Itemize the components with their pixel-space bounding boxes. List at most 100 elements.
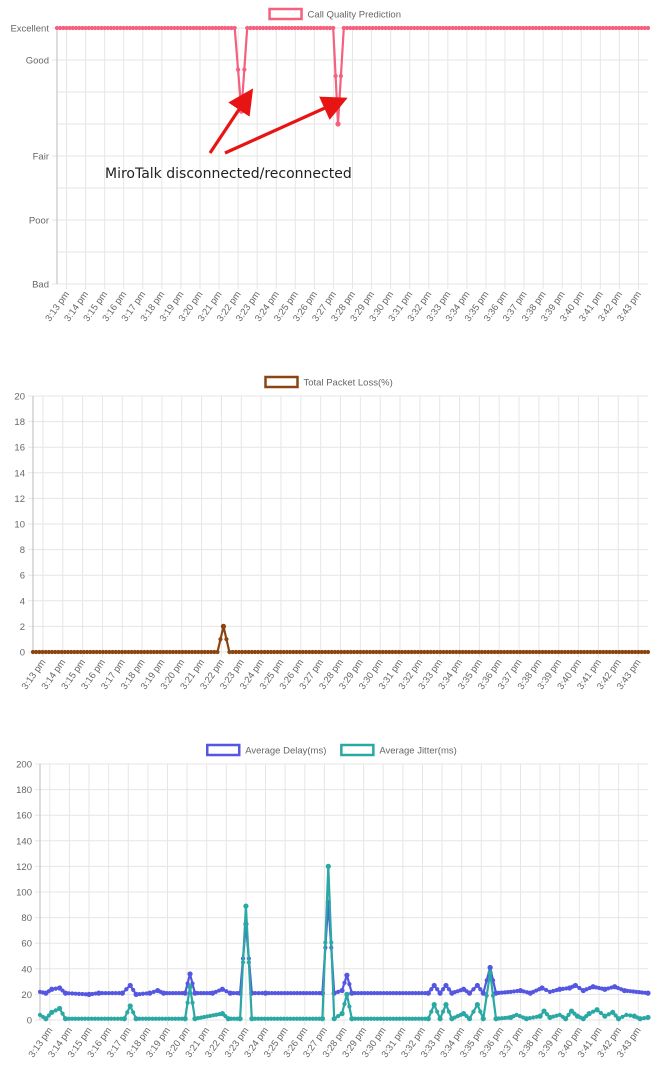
data-point bbox=[236, 649, 242, 655]
data-point-peak bbox=[637, 1016, 643, 1022]
data-point bbox=[300, 649, 305, 655]
data-point bbox=[202, 649, 207, 655]
data-point bbox=[553, 25, 558, 31]
data-point bbox=[272, 1016, 277, 1021]
data-point-peak bbox=[487, 964, 493, 971]
y-tick-label: Excellent bbox=[10, 24, 49, 35]
data-point bbox=[610, 649, 615, 655]
data-point bbox=[397, 1016, 402, 1021]
data-point bbox=[338, 73, 344, 79]
data-point bbox=[418, 25, 423, 31]
data-point bbox=[403, 991, 409, 996]
data-point bbox=[384, 991, 390, 996]
data-point bbox=[107, 649, 112, 655]
data-point bbox=[358, 649, 363, 655]
data-point bbox=[521, 649, 526, 655]
data-point bbox=[441, 649, 446, 655]
data-point bbox=[572, 25, 577, 31]
data-point bbox=[272, 991, 278, 996]
data-point bbox=[329, 940, 334, 945]
data-point bbox=[156, 1016, 162, 1021]
data-point bbox=[402, 25, 407, 31]
data-point bbox=[240, 649, 245, 655]
data-point bbox=[327, 25, 333, 31]
data-point bbox=[103, 991, 108, 996]
data-point bbox=[490, 993, 496, 998]
data-point bbox=[159, 25, 164, 31]
data-point bbox=[408, 25, 414, 31]
data-point bbox=[253, 991, 258, 996]
data-point bbox=[354, 25, 359, 31]
data-point-peak bbox=[461, 986, 467, 992]
data-point bbox=[251, 25, 256, 31]
data-point bbox=[268, 1016, 274, 1021]
data-point bbox=[176, 1016, 181, 1021]
data-point bbox=[562, 25, 567, 31]
data-point bbox=[304, 991, 309, 996]
data-point bbox=[633, 25, 638, 31]
data-point bbox=[367, 649, 373, 655]
data-point bbox=[102, 1016, 107, 1021]
data-point bbox=[313, 1016, 319, 1021]
data-point bbox=[444, 649, 449, 655]
data-point bbox=[440, 25, 446, 31]
data-point bbox=[291, 1016, 296, 1021]
data-point bbox=[169, 1016, 175, 1021]
data-point bbox=[270, 25, 275, 31]
data-point-peak bbox=[443, 1002, 449, 1008]
data-point bbox=[489, 25, 494, 31]
data-point bbox=[183, 649, 188, 655]
data-point bbox=[53, 649, 58, 655]
data-point bbox=[407, 991, 412, 996]
data-point-peak bbox=[615, 1016, 622, 1022]
data-point bbox=[380, 25, 385, 31]
data-point bbox=[153, 25, 158, 31]
data-point bbox=[601, 25, 606, 31]
data-point bbox=[546, 25, 551, 31]
data-point bbox=[356, 991, 361, 996]
data-point bbox=[299, 25, 304, 31]
data-point-peak bbox=[43, 990, 49, 996]
data-point bbox=[540, 649, 545, 655]
data-point-peak bbox=[187, 984, 193, 990]
data-point bbox=[471, 1009, 476, 1014]
data-point bbox=[453, 25, 458, 31]
data-point bbox=[556, 649, 561, 655]
y-tick-label: Fair bbox=[33, 152, 49, 163]
data-point bbox=[642, 649, 647, 655]
data-point bbox=[224, 989, 229, 994]
y-tick-label: 200 bbox=[16, 760, 32, 771]
data-point bbox=[223, 25, 228, 31]
data-point bbox=[119, 649, 125, 655]
data-point bbox=[581, 25, 587, 31]
data-point bbox=[123, 649, 128, 655]
data-point bbox=[110, 991, 115, 996]
data-point bbox=[375, 991, 380, 996]
annotation: MiroTalk disconnected/reconnected bbox=[105, 88, 352, 182]
data-point bbox=[109, 1016, 114, 1021]
data-point-peak bbox=[133, 1016, 139, 1022]
data-point bbox=[521, 25, 526, 31]
data-point bbox=[562, 649, 568, 655]
data-point bbox=[361, 649, 366, 655]
data-point bbox=[428, 649, 433, 655]
data-point bbox=[478, 987, 483, 992]
data-point bbox=[86, 25, 91, 31]
data-point bbox=[164, 649, 169, 655]
y-tick-label: 140 bbox=[16, 836, 32, 847]
y-tick-label: 8 bbox=[20, 545, 25, 556]
data-point bbox=[585, 649, 590, 655]
data-point bbox=[276, 991, 281, 996]
data-point bbox=[135, 649, 141, 655]
data-point bbox=[419, 649, 424, 655]
data-point bbox=[295, 991, 300, 996]
data-point bbox=[629, 25, 635, 31]
y-tick-label: 10 bbox=[14, 520, 25, 531]
data-point bbox=[116, 649, 121, 655]
data-point bbox=[260, 991, 265, 996]
data-point bbox=[280, 25, 285, 31]
data-point bbox=[140, 1016, 145, 1021]
data-point bbox=[262, 649, 267, 655]
data-point bbox=[457, 649, 462, 655]
